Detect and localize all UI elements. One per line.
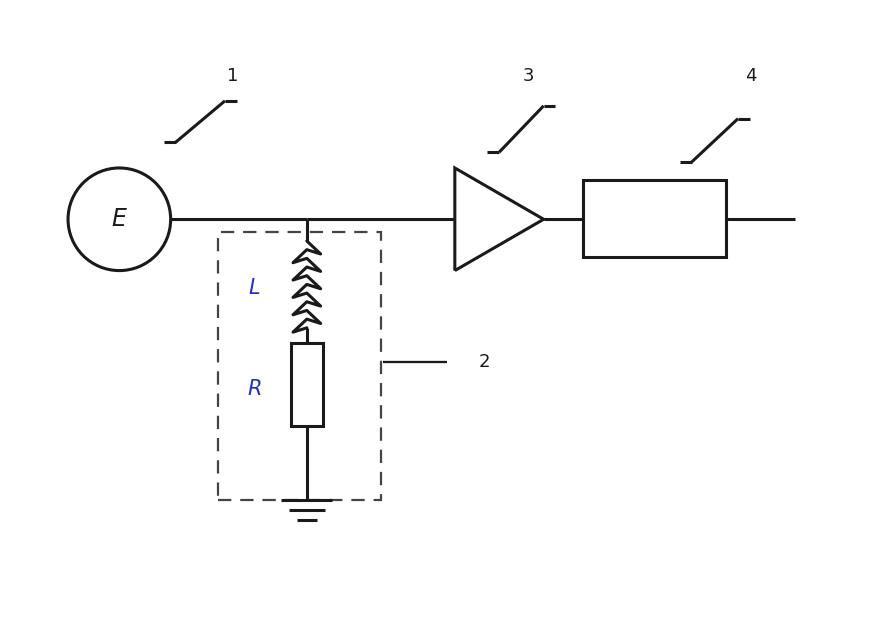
Bar <box>583 180 727 257</box>
Text: $L$: $L$ <box>249 278 261 298</box>
Text: 1: 1 <box>227 67 238 85</box>
Text: $E$: $E$ <box>111 207 127 231</box>
Text: $R$: $R$ <box>247 379 262 399</box>
Bar <box>218 232 381 501</box>
Text: 4: 4 <box>745 67 757 85</box>
Bar <box>291 343 323 426</box>
Text: 2: 2 <box>479 354 490 371</box>
Text: 3: 3 <box>523 67 535 85</box>
